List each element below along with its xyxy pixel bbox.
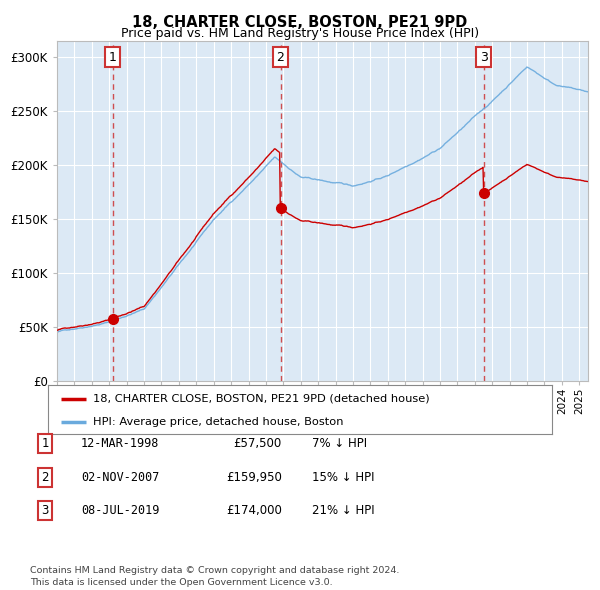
- Text: 15% ↓ HPI: 15% ↓ HPI: [312, 471, 374, 484]
- Text: 12-MAR-1998: 12-MAR-1998: [81, 437, 160, 450]
- Text: 02-NOV-2007: 02-NOV-2007: [81, 471, 160, 484]
- Text: 18, CHARTER CLOSE, BOSTON, PE21 9PD: 18, CHARTER CLOSE, BOSTON, PE21 9PD: [133, 15, 467, 30]
- Text: 08-JUL-2019: 08-JUL-2019: [81, 504, 160, 517]
- Text: 3: 3: [480, 51, 488, 64]
- Text: Price paid vs. HM Land Registry's House Price Index (HPI): Price paid vs. HM Land Registry's House …: [121, 27, 479, 40]
- Text: 7% ↓ HPI: 7% ↓ HPI: [312, 437, 367, 450]
- Text: Contains HM Land Registry data © Crown copyright and database right 2024.
This d: Contains HM Land Registry data © Crown c…: [30, 566, 400, 587]
- Text: £174,000: £174,000: [226, 504, 282, 517]
- Text: £159,950: £159,950: [226, 471, 282, 484]
- Text: HPI: Average price, detached house, Boston: HPI: Average price, detached house, Bost…: [94, 417, 344, 427]
- Text: 2: 2: [41, 471, 49, 484]
- Text: 3: 3: [41, 504, 49, 517]
- Text: 18, CHARTER CLOSE, BOSTON, PE21 9PD (detached house): 18, CHARTER CLOSE, BOSTON, PE21 9PD (det…: [94, 394, 430, 404]
- Text: 21% ↓ HPI: 21% ↓ HPI: [312, 504, 374, 517]
- Text: £57,500: £57,500: [234, 437, 282, 450]
- Text: 1: 1: [109, 51, 116, 64]
- Text: 2: 2: [277, 51, 284, 64]
- Text: 1: 1: [41, 437, 49, 450]
